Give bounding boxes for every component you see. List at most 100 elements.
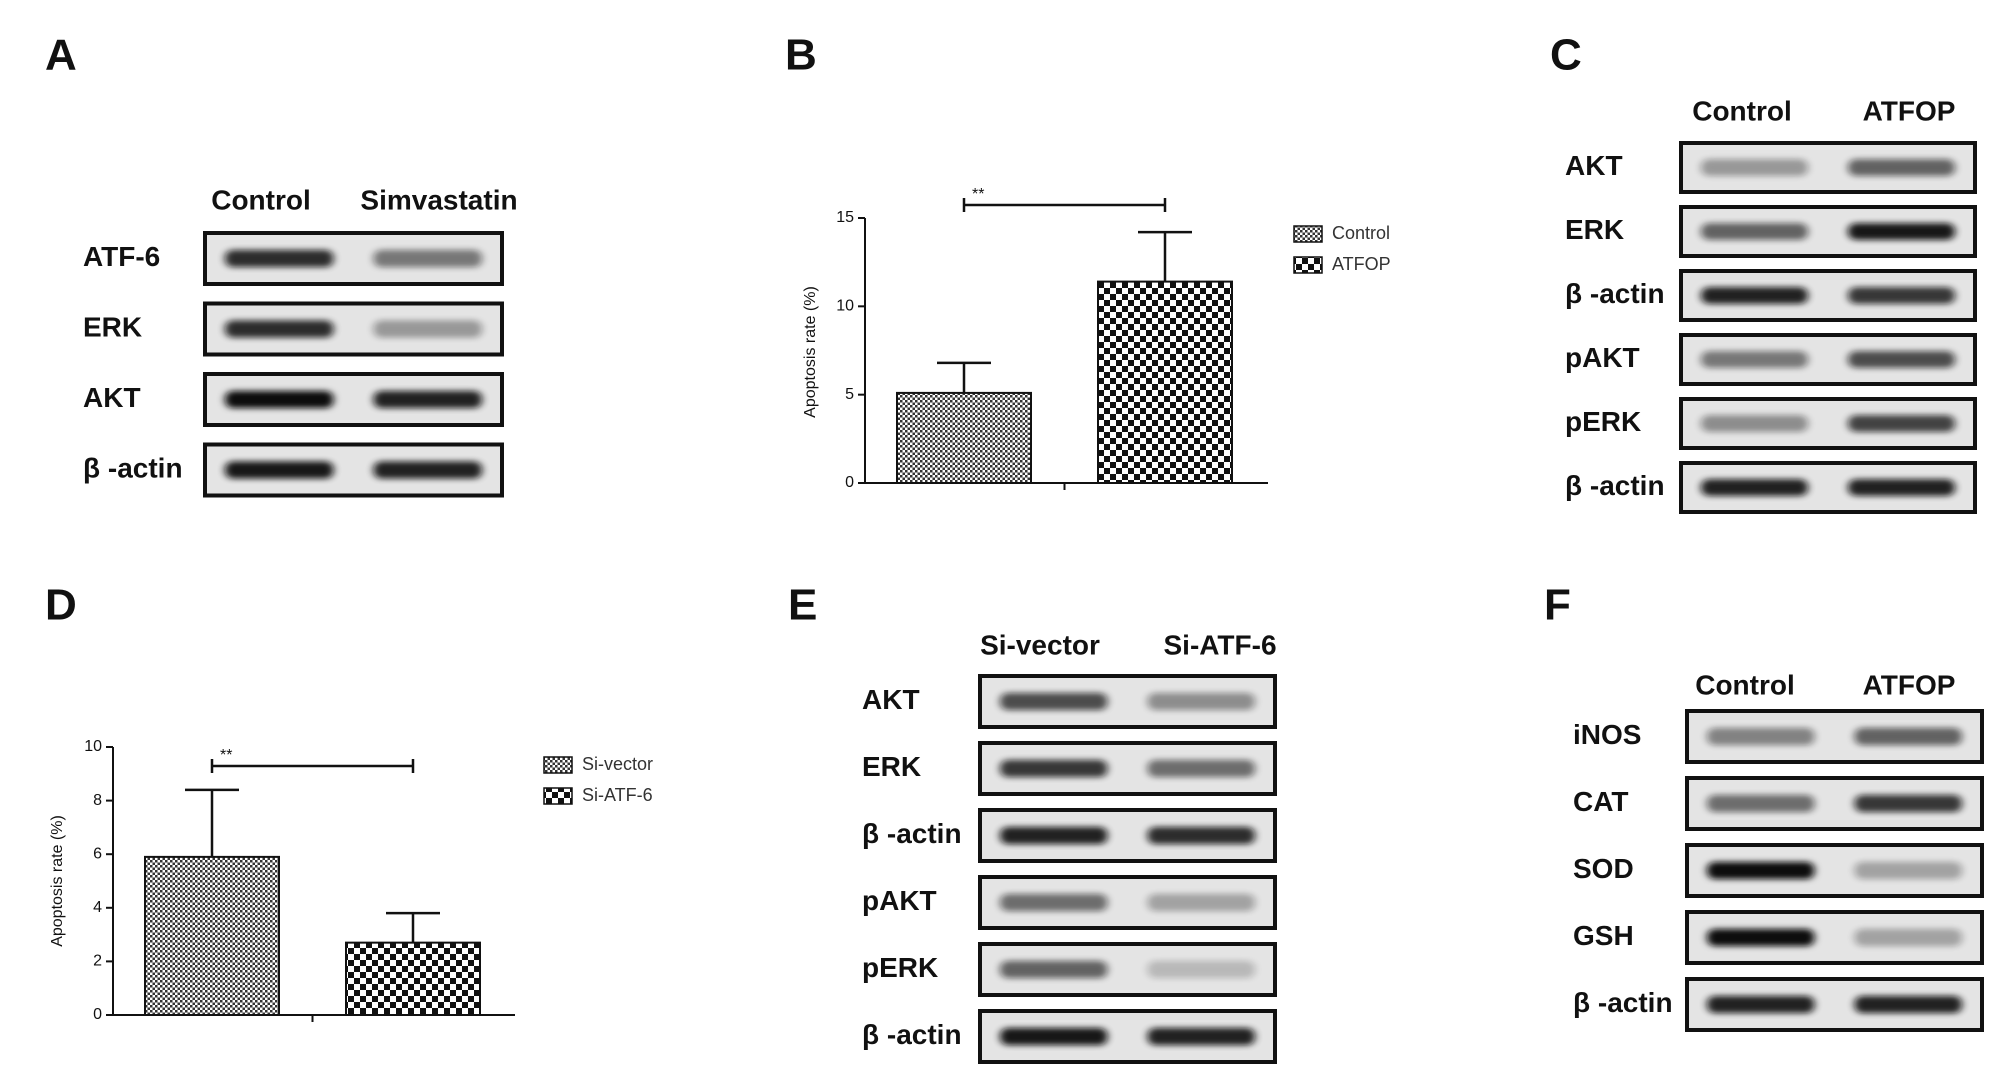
band bbox=[1000, 759, 1108, 778]
band bbox=[1000, 960, 1108, 979]
band bbox=[1848, 415, 1955, 432]
legend-label: Control bbox=[1332, 223, 1390, 243]
y-tick-label: 15 bbox=[836, 209, 854, 226]
significance-label: ** bbox=[972, 186, 984, 203]
legend-swatch bbox=[543, 756, 573, 774]
band bbox=[1854, 928, 1962, 947]
band bbox=[1707, 794, 1815, 813]
y-axis-label: Apoptosis rate (%) bbox=[802, 286, 819, 418]
lane-label: Control bbox=[1692, 95, 1792, 126]
row-label: CAT bbox=[1573, 786, 1628, 817]
significance-bracket bbox=[210, 759, 415, 773]
significance-bracket bbox=[962, 198, 1167, 212]
significance-label: ** bbox=[220, 747, 232, 764]
error-bar bbox=[185, 788, 239, 857]
legend-label: Si-ATF-6 bbox=[582, 785, 653, 805]
panel-letter: B bbox=[785, 31, 817, 80]
lane-label: Control bbox=[1695, 669, 1795, 700]
row-label: β -actin bbox=[862, 818, 962, 849]
row-label: iNOS bbox=[1573, 719, 1641, 750]
panel-letter: A bbox=[45, 31, 77, 80]
row-label: ERK bbox=[83, 311, 142, 342]
band bbox=[373, 249, 482, 268]
legend-label: Si-vector bbox=[582, 754, 653, 774]
band bbox=[1701, 415, 1808, 432]
y-tick-label: 0 bbox=[845, 474, 854, 491]
band bbox=[1848, 479, 1955, 496]
band bbox=[1848, 287, 1955, 304]
band bbox=[1854, 861, 1962, 880]
bar bbox=[896, 391, 1032, 484]
band bbox=[373, 390, 482, 409]
legend-swatch bbox=[1293, 225, 1323, 243]
band bbox=[225, 249, 334, 268]
row-label: pERK bbox=[862, 952, 938, 983]
band bbox=[1147, 1027, 1255, 1046]
band bbox=[1848, 159, 1955, 176]
bar bbox=[144, 855, 280, 1016]
row-label: pAKT bbox=[862, 885, 937, 916]
panel-letter: E bbox=[788, 581, 817, 630]
band bbox=[1147, 826, 1255, 845]
y-tick-label: 10 bbox=[836, 298, 854, 315]
band bbox=[373, 320, 482, 338]
row-label: GSH bbox=[1573, 920, 1634, 951]
band bbox=[1848, 351, 1955, 368]
band bbox=[1000, 893, 1108, 912]
band bbox=[1147, 893, 1255, 912]
row-label: ERK bbox=[1565, 214, 1624, 245]
band bbox=[1707, 861, 1815, 880]
y-axis-label: Apoptosis rate (%) bbox=[49, 815, 66, 947]
band bbox=[225, 320, 334, 338]
lane-label: Si-ATF-6 bbox=[1163, 629, 1276, 660]
band bbox=[1854, 995, 1962, 1014]
band bbox=[1000, 692, 1108, 711]
row-label: β -actin bbox=[1565, 278, 1665, 309]
panel-letter: D bbox=[45, 581, 77, 630]
band bbox=[1707, 995, 1815, 1014]
legend-swatch bbox=[1293, 256, 1323, 274]
lane-label: Simvastatin bbox=[360, 184, 517, 215]
row-label: β -actin bbox=[1565, 470, 1665, 501]
lane-label: ATFOP bbox=[1863, 95, 1956, 126]
y-tick-label: 4 bbox=[93, 899, 102, 916]
y-tick-label: 0 bbox=[93, 1006, 102, 1023]
band bbox=[1854, 794, 1962, 813]
error-bar bbox=[386, 911, 440, 943]
lane-label: Si-vector bbox=[980, 629, 1100, 660]
band bbox=[373, 461, 482, 479]
row-label: AKT bbox=[862, 684, 920, 715]
bar bbox=[345, 941, 481, 1017]
band bbox=[1147, 759, 1255, 778]
band bbox=[1854, 727, 1962, 746]
row-label: β -actin bbox=[83, 452, 183, 483]
lane-label: Control bbox=[211, 184, 311, 215]
band bbox=[1147, 692, 1255, 711]
blot-strip bbox=[1685, 776, 1984, 831]
panel-letter: C bbox=[1550, 31, 1582, 80]
row-label: pERK bbox=[1565, 406, 1641, 437]
row-label: pAKT bbox=[1565, 342, 1640, 373]
y-tick-label: 2 bbox=[93, 953, 102, 970]
legend-label: ATFOP bbox=[1332, 254, 1391, 274]
row-label: β -actin bbox=[862, 1019, 962, 1050]
band bbox=[1000, 826, 1108, 845]
bar bbox=[1097, 280, 1233, 484]
row-label: SOD bbox=[1573, 853, 1634, 884]
row-label: AKT bbox=[83, 382, 141, 413]
row-label: β -actin bbox=[1573, 987, 1673, 1018]
band bbox=[1701, 479, 1808, 496]
band bbox=[225, 390, 334, 409]
y-tick-label: 6 bbox=[93, 845, 102, 862]
band bbox=[1707, 928, 1815, 947]
band bbox=[1848, 223, 1955, 240]
y-tick-label: 8 bbox=[93, 792, 102, 809]
row-label: ERK bbox=[862, 751, 921, 782]
lane-label: ATFOP bbox=[1863, 669, 1956, 700]
band bbox=[225, 461, 334, 479]
band bbox=[1701, 159, 1808, 176]
row-label: AKT bbox=[1565, 150, 1623, 181]
band bbox=[1000, 1027, 1108, 1046]
band bbox=[1701, 287, 1808, 304]
